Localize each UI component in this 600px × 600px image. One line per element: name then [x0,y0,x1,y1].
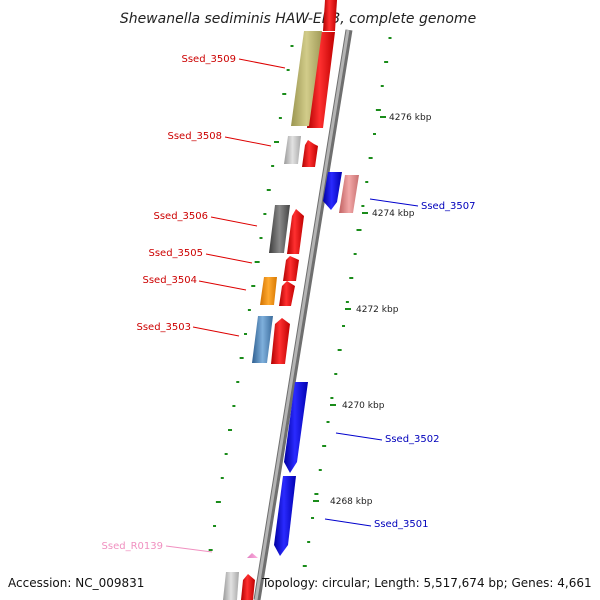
gene-arrow[interactable] [323,172,342,210]
gene-label[interactable]: Ssed_3509 [181,54,236,65]
gene-label[interactable]: Ssed_3502 [385,434,440,445]
gene-ssed-3504[interactable]: Ssed_3504 [142,275,295,306]
gene-ssed-3505[interactable]: Ssed_3505 [148,248,299,281]
gene-label[interactable]: Ssed_3501 [374,519,429,530]
gene-ssed-3501[interactable]: Ssed_3501 [274,476,429,556]
accession-text: Accession: NC_009831 [8,576,144,590]
homolog-box[interactable] [269,205,290,253]
scale-label: 4276 kbp [389,113,432,123]
rna-marker[interactable] [247,553,258,558]
gene-arrow[interactable] [302,140,318,167]
scale-mark-4276: 4276 kbp [380,113,432,123]
gene-ssed-3507[interactable]: Ssed_3507 [323,172,476,213]
gene-arrow[interactable] [279,281,295,306]
gc-skew-ticks [208,37,392,567]
gene-ssed-3502[interactable]: Ssed_3502 [284,382,440,473]
gene-label[interactable]: Ssed_3507 [421,201,476,212]
scale-label: 4272 kbp [356,305,399,315]
gene-arrow[interactable] [323,0,337,31]
scale-label: 4274 kbp [372,209,415,219]
homolog-box[interactable] [291,31,322,126]
map-title: Shewanella sediminis HAW-EB3, complete g… [120,11,476,27]
gene-label[interactable]: Ssed_R0139 [102,541,163,552]
gene-label[interactable]: Ssed_3503 [136,322,191,333]
gene-arrow[interactable] [241,574,255,600]
homolog-box[interactable] [284,136,301,164]
scale-mark-4272: 4272 kbp [345,305,399,315]
gene-arrow[interactable] [271,318,290,364]
scale-ruler: 4276 kbp 4274 kbp 4272 kbp 4270 kbp 4268… [313,113,432,507]
gene-label[interactable]: Ssed_3508 [167,131,222,142]
homolog-box[interactable] [339,175,359,213]
homolog-box[interactable] [252,316,273,363]
scale-mark-4268: 4268 kbp [313,497,373,507]
genome-backbone [253,29,353,600]
scale-mark-4274: 4274 kbp [362,209,415,219]
gene-arrow[interactable] [287,209,304,254]
gene-label[interactable]: Ssed_3505 [148,248,203,259]
gene-ssed-3503[interactable]: Ssed_3503 [136,316,290,364]
gene-arrow[interactable] [284,382,308,473]
gene-arrow[interactable] [283,256,299,281]
gene-ssed-3509[interactable]: Ssed_3509 [181,0,337,128]
gene-ssed-r0139[interactable]: Ssed_R0139 [102,541,258,558]
scale-label: 4268 kbp [330,497,373,507]
gene-ssed-3508[interactable]: Ssed_3508 [167,131,318,167]
gene-partial-bottom[interactable] [223,572,255,600]
topology-text: Topology: circular; Length: 5,517,674 bp… [261,576,592,590]
scale-label: 4270 kbp [342,401,385,411]
gene-ssed-3506[interactable]: Ssed_3506 [153,205,304,254]
scale-mark-4270: 4270 kbp [330,401,385,411]
gene-label[interactable]: Ssed_3506 [153,211,208,222]
gene-label[interactable]: Ssed_3504 [142,275,197,286]
homolog-box[interactable] [223,572,239,600]
homolog-box[interactable] [260,277,277,305]
gene-arrow[interactable] [274,476,296,556]
